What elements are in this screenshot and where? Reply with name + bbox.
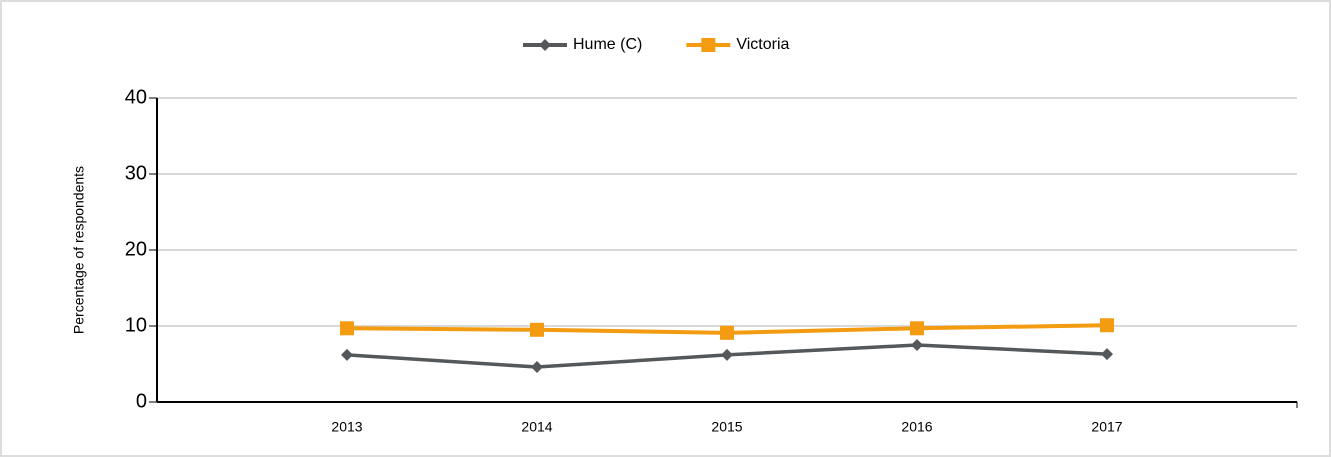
x-tick-label: 2013 [331,419,362,435]
point [1101,348,1113,361]
legend-label: Victoria [736,36,789,53]
x-tick-label: 2016 [901,419,932,435]
legend-label: Hume (C) [573,36,642,53]
legend-marker [701,38,716,52]
point [910,321,924,336]
x-tick-label: 2017 [1091,419,1122,435]
y-axis-label: Percentage of respondents [71,166,87,334]
point [530,322,544,337]
point [1100,318,1114,333]
point [340,321,354,336]
legend-marker [539,39,551,51]
x-tick-label: 2014 [521,419,552,435]
y-tick-label: 20 [125,238,147,260]
point [911,339,923,351]
y-tick-label: 0 [136,390,147,412]
point [341,348,353,361]
y-tick-label: 40 [125,86,147,108]
point [531,361,543,374]
point [720,325,734,340]
y-tick-label: 30 [125,162,147,184]
x-tick-label: 2015 [711,419,742,435]
point [721,348,733,361]
y-tick-label: 10 [125,314,147,336]
